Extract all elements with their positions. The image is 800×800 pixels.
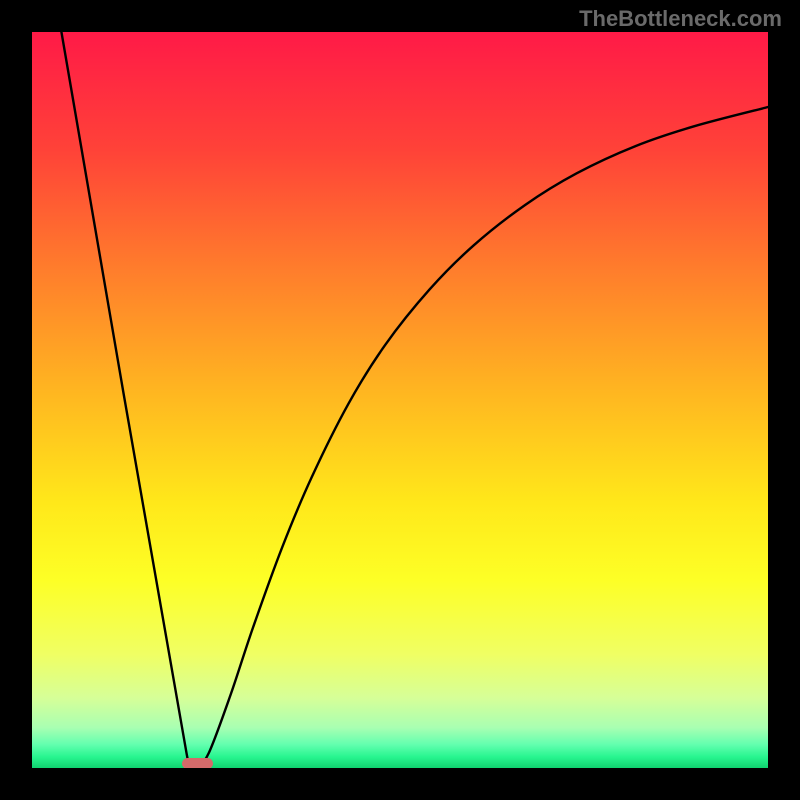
curve-layer (32, 32, 768, 768)
plot-area (32, 32, 768, 768)
bottleneck-curve (61, 32, 768, 768)
chart-container: TheBottleneck.com (0, 0, 800, 800)
watermark-label: TheBottleneck.com (579, 6, 782, 32)
optimal-point-marker (182, 758, 213, 768)
